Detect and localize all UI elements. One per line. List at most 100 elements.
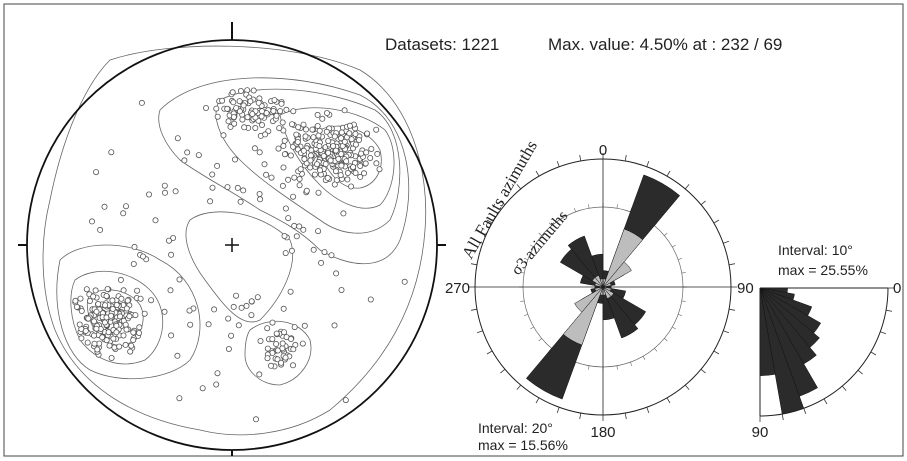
pole-point: [352, 141, 359, 148]
pole-point: [273, 340, 280, 347]
pole-point: [161, 308, 168, 315]
pole-point: [207, 198, 214, 205]
pole-point: [228, 332, 235, 339]
pole-point: [352, 169, 359, 176]
rose-tick-label-270: 270: [445, 280, 470, 297]
quarter-rose-interval-label: Interval: 10°: [778, 242, 853, 258]
pole-point: [254, 294, 261, 301]
pole-point: [83, 286, 90, 293]
pole-point: [319, 115, 326, 122]
pole-point: [291, 174, 298, 181]
rose-tick: [476, 330, 483, 334]
pole-point: [104, 285, 111, 292]
pole-point: [174, 135, 181, 142]
rose-tick: [700, 368, 706, 374]
pole-point: [269, 319, 276, 326]
pole-point: [338, 135, 345, 142]
pole-point: [269, 336, 276, 343]
pole-point: [105, 329, 112, 336]
pole-point: [118, 295, 125, 302]
pole-point: [205, 321, 212, 328]
pole-point: [233, 105, 240, 112]
pole-point: [111, 344, 118, 351]
rose-petal-sigma3: [594, 286, 604, 292]
pole-point: [264, 355, 271, 362]
pole-point: [288, 247, 295, 254]
pole-point: [134, 287, 141, 294]
pole-point: [82, 327, 89, 334]
pole-point: [123, 203, 130, 210]
pole-point: [237, 198, 244, 205]
pole-point: [172, 188, 179, 195]
rose-inner-tick: [520, 300, 525, 302]
pole-point: [132, 312, 139, 319]
pole-point: [238, 304, 245, 311]
pole-point: [225, 118, 232, 125]
rose-tick-label-0: 0: [599, 142, 607, 159]
pole-point: [113, 301, 120, 308]
pole-point: [321, 249, 328, 256]
max-value-label: Max. value: 4.50% at : 232 / 69: [548, 35, 782, 54]
pole-point: [214, 370, 221, 377]
rose-tick: [723, 240, 730, 244]
pole-point: [363, 149, 370, 156]
pole-point: [72, 297, 79, 304]
rose-label-sigma3: σ3 azimuths: [508, 208, 571, 279]
pole-point: [202, 105, 209, 112]
pole-point: [168, 251, 175, 258]
contour-level-1: [42, 45, 427, 436]
rose-tick: [646, 160, 650, 167]
pole-point: [309, 126, 316, 133]
pole-point: [152, 217, 159, 224]
pole-point: [92, 287, 99, 294]
pole-point: [307, 164, 314, 171]
rose-tick: [666, 397, 671, 404]
pole-point: [327, 157, 334, 164]
pole-point: [285, 176, 292, 183]
pole-point: [117, 313, 124, 320]
pole-point: [123, 326, 130, 333]
rose-inner-tick: [664, 338, 668, 342]
rose-inner-tick: [672, 326, 676, 330]
pole-point: [108, 149, 115, 156]
pole-point: [290, 193, 297, 200]
pole-point: [294, 138, 301, 145]
pole-point: [126, 313, 133, 320]
pole-point: [252, 125, 259, 132]
rose-tick-label-180: 180: [590, 424, 615, 441]
pole-point: [167, 287, 174, 294]
pole-point: [280, 142, 287, 149]
pole-point: [123, 305, 130, 312]
pole-point: [367, 296, 374, 303]
quarter-rose-arc: [759, 287, 889, 417]
rose-tick: [535, 397, 540, 404]
pole-point: [214, 162, 221, 169]
pole-point: [293, 131, 300, 138]
pole-point: [330, 143, 337, 150]
rose-tick: [700, 200, 706, 206]
pole-point: [124, 297, 131, 304]
pole-point: [320, 152, 327, 159]
rose-tick: [729, 263, 736, 266]
pole-point: [263, 171, 270, 178]
quarter-rose-tick: [857, 369, 863, 375]
pole-point: [229, 89, 236, 96]
pole-point: [279, 345, 286, 352]
pole-point: [120, 332, 127, 339]
pole-point: [295, 124, 302, 131]
pole-point: [161, 189, 168, 196]
pole-point: [344, 176, 351, 183]
pole-point: [257, 196, 264, 203]
pole-point: [281, 137, 288, 144]
pole-point: [296, 182, 303, 189]
pole-point: [195, 152, 202, 159]
pole-point: [241, 124, 248, 131]
pole-point: [120, 210, 127, 217]
pole-point: [110, 335, 117, 342]
pole-point: [296, 175, 303, 182]
pole-point: [303, 187, 310, 194]
rose-inner-tick: [654, 348, 658, 352]
pole-point: [130, 329, 137, 336]
pole-point: [93, 169, 100, 176]
rose-petal-all-faults: [567, 235, 604, 288]
